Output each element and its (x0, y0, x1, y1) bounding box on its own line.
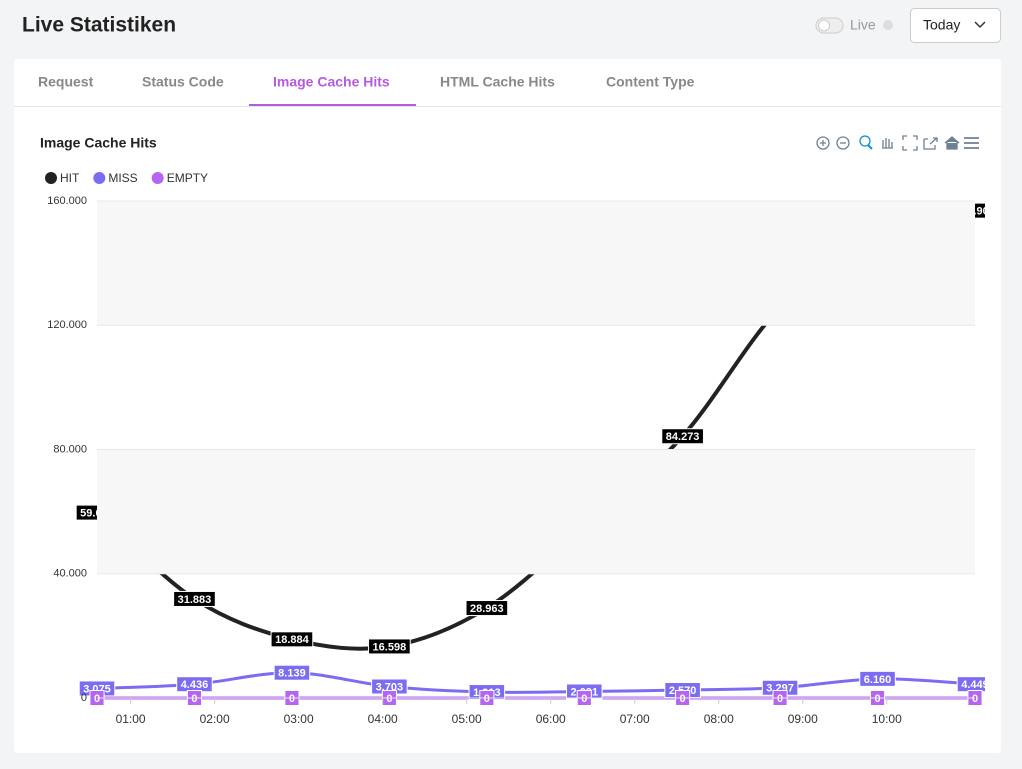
dropdown-caret (974, 21, 986, 29)
data-label: 18.884 (275, 634, 310, 646)
reset[interactable] (902, 135, 918, 151)
data-label: 0 (972, 693, 978, 705)
y-tick-label: 0 (81, 692, 87, 704)
pan[interactable] (882, 138, 893, 149)
range-label: Today (923, 17, 960, 33)
zoom-out[interactable] (836, 136, 850, 150)
data-label-box (273, 664, 311, 681)
live-label: Live (850, 17, 876, 33)
data-label: 28.963 (470, 603, 504, 615)
y-tick-label: 120.000 (47, 319, 87, 331)
data-label-box (173, 590, 216, 607)
data-label-box (270, 631, 314, 648)
data-label-box (465, 600, 509, 617)
legend-label: MISS (108, 171, 137, 185)
tab[interactable]: Request (38, 74, 94, 90)
grid-band (97, 201, 975, 326)
data-label: 84.273 (666, 431, 700, 443)
y-tick-label: 160.000 (47, 195, 87, 207)
x-tick-label: 09:00 (788, 712, 818, 726)
x-tick-label: 02:00 (200, 712, 230, 726)
data-label: 0 (680, 693, 686, 705)
x-tick-label: 04:00 (368, 712, 398, 726)
data-label-box (859, 670, 896, 687)
x-tick-label: 08:00 (704, 712, 734, 726)
legend-dot (93, 172, 106, 184)
data-label: 4.449 (961, 679, 989, 691)
export[interactable] (923, 137, 938, 150)
data-label-box (368, 638, 411, 655)
data-label: 0 (386, 693, 392, 705)
x-tick-label: 07:00 (620, 712, 650, 726)
chart-title: Image Cache Hits (40, 135, 157, 151)
x-tick-label: 06:00 (536, 712, 566, 726)
x-tick-label: 01:00 (116, 712, 146, 726)
grid-band (97, 449, 975, 574)
data-label: 31.883 (178, 594, 212, 606)
data-label: 0 (94, 693, 100, 705)
data-label: 0 (874, 693, 880, 705)
legend-label: HIT (60, 171, 80, 185)
data-label: 4.436 (181, 679, 209, 691)
data-label: 0 (289, 693, 295, 705)
data-label: 6.160 (864, 674, 892, 686)
card (14, 59, 1001, 753)
data-label-box (661, 428, 704, 445)
data-label: 0 (484, 693, 490, 705)
chart-toolbar (816, 135, 979, 151)
x-tick-label: 05:00 (452, 712, 482, 726)
series-line (96, 671, 976, 694)
legend-dot (151, 172, 164, 184)
data-label: 8.139 (278, 668, 306, 680)
x-tick-label: 10:00 (872, 712, 902, 726)
data-label: 16.598 (373, 641, 407, 653)
live-dot (883, 20, 893, 30)
range-dropdown[interactable] (910, 8, 1001, 43)
data-label: 0 (777, 693, 783, 705)
data-label: 0 (581, 693, 587, 705)
legend-dot (45, 172, 57, 184)
tab[interactable]: Content Type (606, 74, 695, 90)
toggle-knob (818, 19, 830, 32)
y-tick-label: 80.000 (53, 443, 87, 455)
data-label: 0 (191, 693, 197, 705)
menu[interactable] (964, 137, 979, 149)
legend-label: EMPTY (167, 171, 208, 185)
page-title: Live Statistiken (22, 14, 176, 37)
tab[interactable]: Image Cache Hits (273, 74, 390, 90)
x-tick-label: 03:00 (284, 712, 314, 726)
y-tick-label: 40.000 (53, 568, 87, 580)
zoom-in[interactable] (816, 136, 830, 150)
tab[interactable]: HTML Cache Hits (440, 74, 555, 90)
tab[interactable]: Status Code (142, 74, 224, 90)
home[interactable] (944, 136, 960, 150)
zoom-select[interactable] (859, 135, 871, 147)
